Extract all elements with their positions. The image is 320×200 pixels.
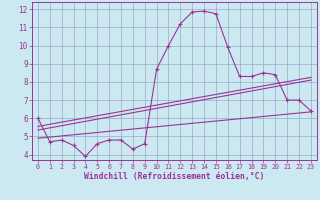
- X-axis label: Windchill (Refroidissement éolien,°C): Windchill (Refroidissement éolien,°C): [84, 172, 265, 181]
